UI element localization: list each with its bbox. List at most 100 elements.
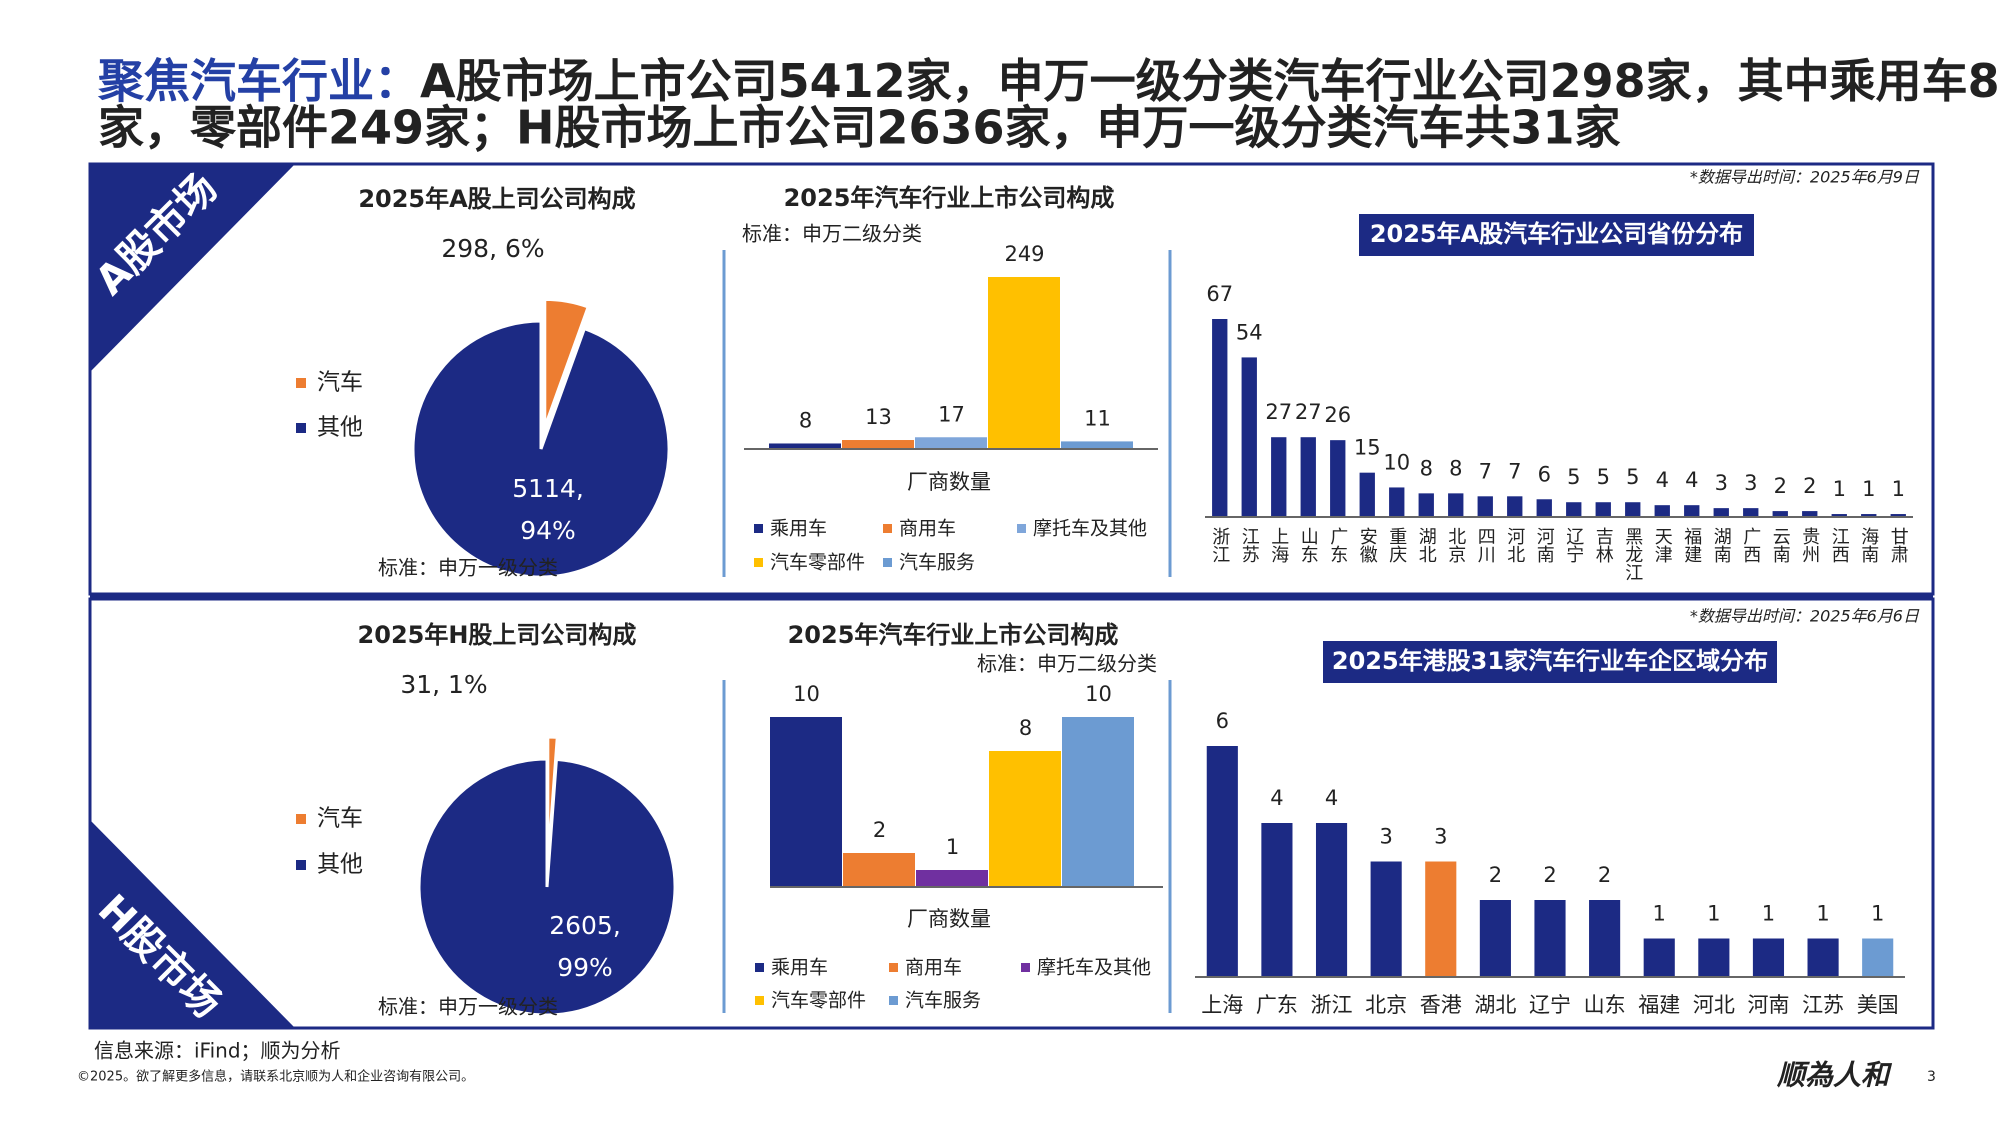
data-label: 10 — [793, 682, 820, 706]
bar — [1566, 502, 1582, 517]
bar — [769, 443, 841, 449]
bar — [1418, 493, 1434, 517]
bar — [1862, 938, 1894, 977]
legend-marker — [754, 524, 763, 533]
bar — [1534, 900, 1566, 977]
legend-label: 乘用车 — [770, 518, 827, 540]
bar — [915, 437, 987, 449]
legend-marker — [889, 963, 898, 972]
pie-label: 5114, 94% — [512, 474, 584, 545]
data-label: 3 — [1744, 471, 1757, 495]
slide-title-line: 家，零部件249家；H股市场上市公司2636家，申万一级分类汽车共31家 — [98, 101, 1621, 155]
data-label: 4 — [1325, 786, 1338, 810]
data-label: 1 — [1892, 477, 1905, 501]
bar — [842, 440, 914, 449]
logo: 顺為人和 — [1776, 1059, 1893, 1092]
data-label: 4 — [1270, 786, 1283, 810]
title-prefix: 聚焦汽车行业： — [97, 54, 420, 108]
data-label: 1 — [1833, 477, 1846, 501]
data-label: 249 — [1004, 242, 1044, 266]
bar — [843, 853, 915, 887]
source: 信息来源：iFind；顺为分析 — [94, 1039, 341, 1063]
x-tick-label: 广西 — [1740, 527, 1761, 563]
bar — [1743, 508, 1759, 517]
data-label: 8 — [1019, 716, 1032, 740]
data-label: 1 — [1862, 477, 1875, 501]
x-tick-label: 天津 — [1652, 527, 1673, 563]
title-line: A股市场上市公司5412家，申万一级分类汽车行业公司298家，其中乘用车8 — [420, 54, 2000, 108]
data-label: 1 — [946, 835, 959, 859]
bar — [1241, 357, 1257, 517]
bar — [1713, 508, 1729, 517]
data-label: 13 — [865, 405, 892, 429]
x-tick-label: 山东 — [1298, 527, 1319, 563]
x-tick-label: 湖南 — [1711, 527, 1732, 563]
chart-note: *数据导出时间：2025年6月6日 — [1690, 607, 1920, 626]
data-label: 2 — [1598, 863, 1611, 887]
bar — [1261, 823, 1293, 977]
x-tick-label: 河南 — [1534, 527, 1555, 563]
legend-label: 商用车 — [905, 957, 962, 979]
x-tick-label: 福建 — [1681, 527, 1702, 563]
x-tick-label: 湖北 — [1474, 993, 1516, 1017]
x-tick-label: 浙江 — [1311, 993, 1353, 1017]
bar — [1752, 938, 1785, 977]
legend-marker — [296, 860, 306, 870]
bar — [1643, 938, 1675, 977]
bar — [1807, 938, 1839, 977]
x-tick-label: 安徽 — [1357, 527, 1378, 563]
x-tick-label: 北京 — [1365, 993, 1407, 1017]
legend-label: 汽车 — [317, 370, 363, 396]
x-tick-label: 吉林 — [1593, 527, 1614, 563]
data-label: 2 — [1774, 474, 1787, 498]
legend-label: 摩托车及其他 — [1033, 518, 1147, 540]
pie-label: 31, 1% — [400, 670, 488, 699]
data-label: 4 — [1656, 468, 1669, 492]
bar — [1625, 502, 1641, 517]
x-tick-label: 甘肃 — [1888, 527, 1909, 563]
data-label: 3 — [1379, 825, 1392, 849]
x-tick-label: 河南 — [1747, 993, 1789, 1017]
data-label: 10 — [1085, 682, 1112, 706]
x-tick-label: 山东 — [1584, 993, 1626, 1017]
x-tick-label: 江苏 — [1802, 993, 1844, 1017]
data-label: 2 — [1489, 863, 1502, 887]
legend-marker — [754, 558, 763, 567]
bar — [770, 717, 842, 887]
data-label: 8 — [1449, 456, 1462, 480]
x-tick-label: 美国 — [1857, 993, 1899, 1017]
x-tick-label: 云南 — [1770, 527, 1791, 563]
x-tick-label: 广东 — [1256, 993, 1298, 1017]
legend-marker — [1017, 524, 1026, 533]
bar — [1507, 496, 1523, 517]
data-label: 4 — [1685, 468, 1698, 492]
data-label: 5 — [1597, 465, 1610, 489]
bar — [1359, 472, 1375, 517]
chart-title: 2025年汽车行业上市公司构成 — [784, 184, 1115, 212]
data-label: 2 — [1543, 863, 1556, 887]
bar — [916, 870, 988, 887]
slide-title: 聚焦汽车行业：A股市场上市公司5412家，申万一级分类汽车行业公司298家，其中… — [97, 54, 2000, 108]
chart-note: *数据导出时间：2025年6月9日 — [1690, 168, 1920, 187]
title-box — [1359, 214, 1754, 256]
bar — [1536, 499, 1552, 517]
bar — [1330, 440, 1346, 517]
data-label: 17 — [938, 402, 965, 426]
x-tick-label: 海南 — [1858, 527, 1879, 563]
legend-label: 汽车零部件 — [770, 552, 865, 574]
bar — [988, 277, 1060, 449]
bar — [1448, 493, 1464, 517]
data-label: 1 — [1816, 902, 1829, 926]
x-tick-label: 重庆 — [1386, 527, 1407, 563]
x-tick-label: 广东 — [1327, 527, 1348, 563]
data-label: 27 — [1295, 400, 1322, 424]
legend-marker — [889, 996, 898, 1005]
bar — [1831, 514, 1847, 517]
data-label: 1 — [1707, 902, 1720, 926]
legend-marker — [296, 423, 306, 433]
bar — [1061, 441, 1133, 449]
legend-label: 汽车服务 — [899, 552, 975, 574]
chart-note: 标准：申万一级分类 — [378, 995, 558, 1019]
x-tick-label: 江西 — [1829, 527, 1850, 563]
x-tick-label: 福建 — [1638, 993, 1680, 1017]
